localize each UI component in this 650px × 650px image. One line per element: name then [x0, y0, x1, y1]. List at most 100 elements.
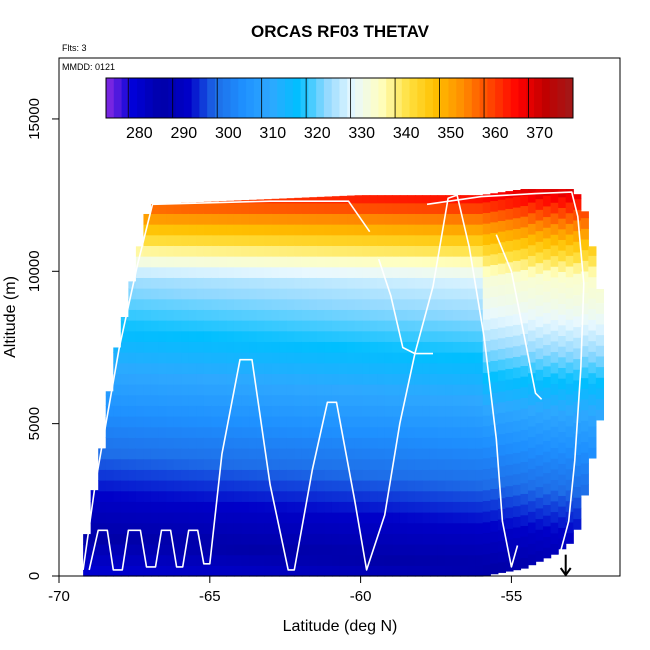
colorbar-swatch	[152, 78, 161, 118]
heatmap-cell	[105, 480, 114, 492]
heatmap-cell	[437, 544, 446, 556]
heatmap-cell	[384, 522, 393, 534]
heatmap-cell	[467, 490, 476, 502]
heatmap-cell	[490, 339, 499, 351]
heatmap-cell	[573, 454, 582, 466]
heatmap-cell	[226, 256, 235, 268]
heatmap-cell	[264, 234, 273, 246]
heatmap-cell	[294, 554, 303, 566]
heatmap-cell	[377, 288, 386, 300]
heatmap-cell	[286, 213, 295, 225]
heatmap-cell	[512, 324, 522, 336]
heatmap-cell	[249, 288, 258, 300]
heatmap-cell	[437, 416, 446, 428]
heatmap-cell	[565, 191, 574, 203]
heatmap-cell	[429, 426, 439, 438]
heatmap-cell	[316, 202, 326, 214]
heatmap-cell	[301, 394, 310, 406]
heatmap-cell	[150, 288, 160, 300]
heatmap-cell	[233, 426, 243, 438]
heatmap-cell	[324, 469, 333, 481]
heatmap-cell	[512, 484, 522, 496]
heatmap-cell	[452, 533, 461, 545]
heatmap-cell	[301, 320, 310, 332]
heatmap-cell	[475, 426, 484, 438]
heatmap-cell	[128, 330, 137, 342]
heatmap-cell	[309, 384, 318, 396]
heatmap-cell	[565, 457, 574, 470]
heatmap-cell	[173, 565, 182, 577]
heatmap-cell	[354, 501, 363, 513]
heatmap-cell	[550, 319, 559, 331]
heatmap-cell	[226, 384, 235, 396]
heatmap-cell	[226, 352, 235, 364]
heatmap-cell	[528, 489, 537, 502]
heatmap-cell	[392, 195, 401, 204]
heatmap-cell	[316, 544, 326, 556]
heatmap-cell	[143, 362, 152, 374]
heatmap-cell	[105, 533, 114, 545]
heatmap-cell	[505, 304, 514, 316]
heatmap-cell	[203, 224, 212, 236]
heatmap-cell	[158, 394, 167, 406]
heatmap-cell	[550, 212, 559, 225]
heatmap-cell	[324, 437, 333, 449]
heatmap-cell	[377, 480, 386, 492]
heatmap-cell	[445, 195, 454, 204]
heatmap-cell	[233, 266, 243, 278]
heatmap-cell	[580, 217, 589, 229]
heatmap-cell	[354, 213, 363, 225]
heatmap-cell	[377, 309, 386, 321]
heatmap-cell	[467, 565, 476, 577]
heatmap-cell	[166, 426, 175, 438]
x-axis-title: Latitude (deg N)	[283, 618, 398, 635]
heatmap-cell	[392, 309, 401, 321]
heatmap-cell	[475, 245, 484, 257]
heatmap-cell	[445, 565, 454, 577]
heatmap-cell	[377, 469, 386, 481]
heatmap-cell	[354, 362, 363, 374]
heatmap-cell	[535, 337, 544, 349]
heatmap-cell	[354, 480, 363, 492]
heatmap-cell	[573, 230, 582, 242]
heatmap-cell	[550, 500, 559, 513]
heatmap-cell	[573, 379, 582, 392]
flight-2-middle	[377, 194, 519, 568]
heatmap-cell	[399, 544, 408, 556]
flight-tracks	[82, 191, 585, 571]
heatmap-cell	[294, 362, 303, 374]
heatmap-cell	[535, 422, 544, 434]
heatmap-cell	[354, 384, 363, 396]
heatmap-cell	[414, 426, 424, 438]
heatmap-cell	[354, 245, 363, 257]
heatmap-cell	[528, 521, 537, 534]
heatmap-cell	[264, 245, 273, 257]
heatmap-cell	[505, 485, 514, 497]
heatmap-cell	[90, 565, 99, 577]
heatmap-cell	[460, 341, 469, 353]
heatmap-cell	[384, 533, 393, 545]
heatmap-cell	[414, 405, 424, 417]
heatmap-cell	[414, 533, 424, 545]
heatmap-cell	[113, 448, 122, 460]
heatmap-cell	[226, 277, 235, 289]
heatmap-cell	[339, 512, 348, 524]
heatmap-cell	[535, 198, 544, 210]
heatmap-cell	[535, 539, 544, 552]
colorbar-swatch	[355, 78, 364, 118]
heatmap-cell	[316, 373, 326, 385]
heatmap-cell	[249, 298, 258, 310]
heatmap-cell	[354, 277, 363, 289]
heatmap-cell	[173, 458, 182, 470]
heatmap-cell	[264, 501, 273, 513]
heatmap-cell	[535, 390, 544, 402]
heatmap-cell	[467, 362, 476, 374]
heatmap-cell	[264, 512, 273, 524]
colorbar-swatch	[393, 78, 403, 118]
heatmap-cell	[362, 309, 371, 321]
heatmap-cell	[407, 448, 416, 460]
colorbar-swatch	[510, 78, 520, 118]
heatmap-cell	[497, 209, 506, 221]
heatmap-cell	[460, 554, 469, 566]
heatmap-cell	[558, 527, 567, 539]
